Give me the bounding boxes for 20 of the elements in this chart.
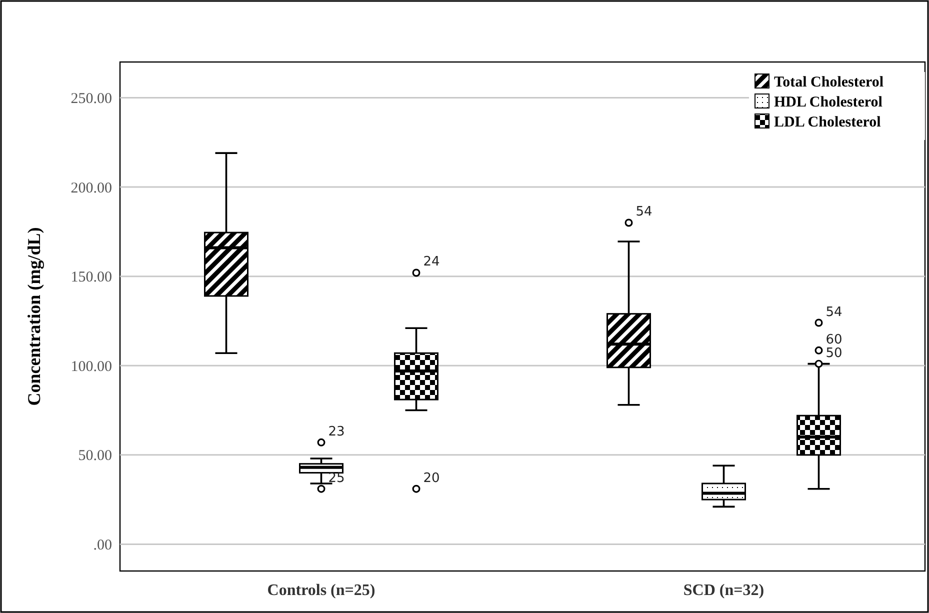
y-tick-label: 100.00 xyxy=(70,358,112,375)
y-tick-label: 200.00 xyxy=(70,180,112,196)
legend-label: Total Cholesterol xyxy=(774,74,884,90)
annotation: 24 xyxy=(423,254,440,270)
y-axis-title: Concentration (mg/dL) xyxy=(24,227,44,406)
x-tick-label: Controls (n=25) xyxy=(267,582,376,599)
annotation: 25 xyxy=(328,470,345,486)
legend-label: HDL Cholesterol xyxy=(774,94,882,110)
y-tick-label: 250.00 xyxy=(70,90,112,107)
annotation: 50 xyxy=(826,346,842,361)
annotation: 54 xyxy=(636,204,652,220)
x-tick-label: SCD (n=32) xyxy=(683,582,764,599)
annotation: 20 xyxy=(423,470,440,486)
annotation: 60 xyxy=(826,332,842,348)
annotation: 54 xyxy=(826,304,842,320)
y-tick-label: .00 xyxy=(93,537,112,554)
legend-label: LDL Cholesterol xyxy=(774,114,881,130)
y-tick-label: 50.00 xyxy=(78,448,112,464)
y-tick-label: 150.00 xyxy=(70,270,112,286)
annotation: 23 xyxy=(328,424,345,440)
